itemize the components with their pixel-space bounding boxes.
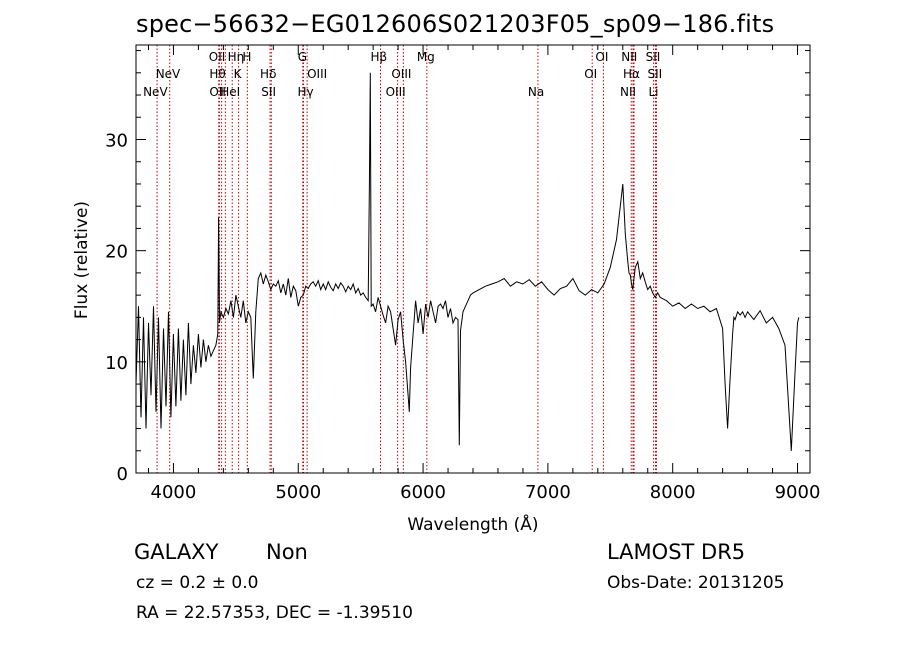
x-tick-label: 4000 [151, 482, 197, 503]
line-label: Hα [623, 67, 640, 81]
x-axis: 4000 5000 6000 7000 8000 9000 [147, 45, 821, 503]
emission-line-markers [156, 45, 657, 473]
y-tick-label: 20 [105, 242, 128, 263]
line-label: OI [595, 50, 608, 64]
line-label: OIII [386, 85, 406, 99]
line-label: K [234, 67, 243, 81]
line-label: OII [209, 85, 226, 99]
obs-date: Obs-Date: 20131205 [607, 573, 785, 593]
chart-title: spec−56632−EG012606S021203F05_sp09−186.f… [136, 10, 775, 38]
line-label: SII [647, 67, 662, 81]
y-axis-label: Flux (relative) [72, 201, 92, 319]
x-tick-label: 9000 [775, 482, 821, 503]
x-tick-label: 6000 [400, 482, 446, 503]
line-label: SII [646, 50, 661, 64]
line-label: NII [620, 85, 636, 99]
line-label: H [242, 50, 251, 64]
object-class: GALAXY [134, 540, 219, 564]
line-label: Li [648, 85, 658, 99]
object-subclass: Non [266, 540, 308, 564]
line-label: G [298, 50, 307, 64]
line-label: OIII [307, 67, 327, 81]
plot-frame [135, 44, 811, 474]
line-label: Na [528, 85, 544, 99]
x-tick-label: 8000 [650, 482, 696, 503]
line-label: Hδ [260, 67, 276, 81]
survey-name: LAMOST DR5 [607, 540, 746, 564]
line-label: Mg [417, 50, 435, 64]
line-label: Hθ [209, 67, 225, 81]
spectrum-line [136, 72, 800, 451]
coordinates: RA = 22.57353, DEC = -1.39510 [136, 603, 413, 623]
redshift-cz: cz = 0.2 ± 0.0 [136, 573, 259, 593]
y-tick-label: 30 [105, 130, 128, 151]
line-label: Hη [228, 50, 245, 64]
line-label: OII [209, 50, 226, 64]
line-label: Hγ [298, 85, 314, 99]
y-tick-label: 10 [105, 353, 128, 374]
line-label: NeV [156, 67, 181, 81]
line-label: SII [261, 85, 276, 99]
line-label: OI [584, 67, 597, 81]
x-tick-label: 7000 [525, 482, 571, 503]
line-label: OIII [391, 67, 411, 81]
y-tick-label: 0 [117, 464, 128, 485]
x-axis-label: Wavelength (Å) [407, 513, 538, 535]
line-label: NII [621, 50, 637, 64]
line-label: HeI [220, 85, 240, 99]
line-label: NeV [143, 85, 168, 99]
y-axis: 0 10 20 30 [105, 50, 810, 485]
emission-line-labels: NeVNeVOIIOIIHηHθHeIKHHδSIIGOIIIHγHβOIIIO… [143, 50, 662, 99]
x-tick-label: 5000 [275, 482, 321, 503]
line-label: Hβ [371, 50, 388, 64]
